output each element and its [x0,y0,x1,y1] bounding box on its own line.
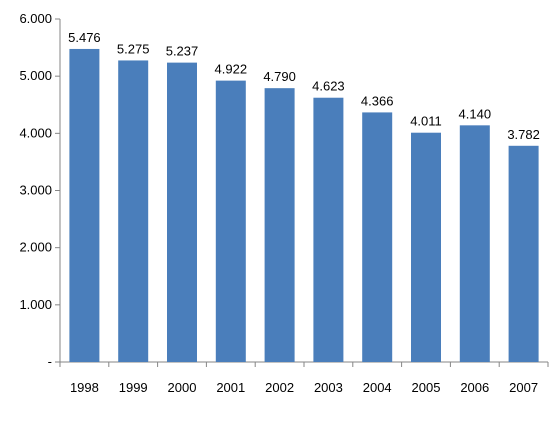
bar-2003 [313,97,344,362]
data-label: 4.366 [361,93,394,108]
bar-2007 [508,145,539,362]
bar-series [69,48,539,363]
data-label: 4.011 [410,114,442,129]
y-tick-label: 2.000 [19,240,52,255]
y-tick-label: 4.000 [19,125,52,140]
bar-2004 [362,112,393,362]
data-label: 4.922 [215,62,248,77]
x-tick-label: 2005 [412,380,441,395]
data-label: 4.623 [312,79,345,94]
y-tick-label: 3.000 [19,183,52,198]
bar-1998 [69,48,100,363]
data-label: 5.476 [68,30,101,45]
x-tick-label: 2003 [314,380,343,395]
data-labels: 5.476 5.275 5.237 4.922 4.790 4.623 4.366 4.011… [68,30,540,142]
x-tick-label: 1998 [70,380,99,395]
x-tick-label: 1999 [119,380,148,395]
x-axis: 1998 1999 2000 2001 2002 2003 2004 2005 2006 2007 [59,361,549,395]
x-tick-label: 2007 [509,380,538,395]
data-label: 5.237 [166,44,199,59]
x-tick-label: 2002 [265,380,294,395]
bar-2002 [264,88,295,363]
x-tick-label: 2000 [168,380,197,395]
x-tick-label: 2001 [216,380,245,395]
data-label: 4.790 [263,69,296,84]
y-tick-label: 6.000 [19,11,52,26]
bar-2005 [411,132,441,362]
y-tick-label: - [48,354,52,369]
y-tick-label: 5.000 [19,68,52,83]
bar-2000 [167,62,197,363]
bar-1999 [118,60,149,363]
data-label: 4.140 [459,106,492,121]
bar-2006 [459,125,490,362]
x-tick-label: 2006 [460,380,489,395]
data-label: 3.782 [507,127,540,142]
x-tick-label: 2004 [363,380,392,395]
y-tick-label: 1.000 [19,297,52,312]
data-label: 5.275 [117,41,150,56]
y-axis: - 1.000 2.000 3.000 4.000 5.000 6.000 [19,11,61,369]
bar-2001 [215,80,246,362]
